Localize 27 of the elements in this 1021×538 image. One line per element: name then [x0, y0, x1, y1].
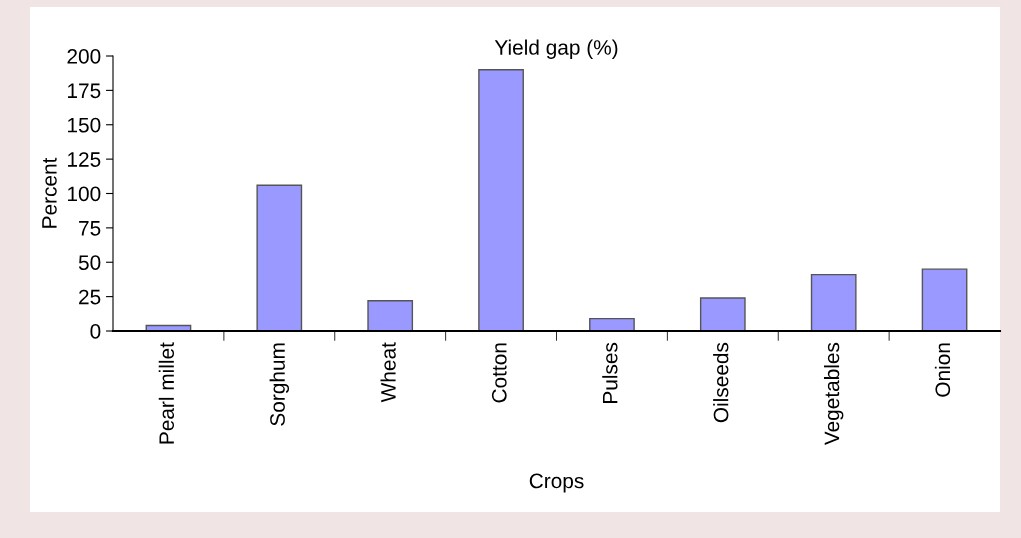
y-tick-label: 200 — [67, 49, 101, 64]
bar — [589, 317, 635, 331]
bar — [810, 273, 857, 331]
y-tick-label: 150 — [68, 117, 101, 133]
x-tick-label: Wheat — [380, 342, 396, 403]
x-tick-label: Sorghum — [269, 343, 290, 426]
x-tick-label: Vegetables — [823, 342, 844, 446]
bar — [921, 268, 968, 331]
y-axis-title: Percent — [42, 157, 57, 228]
y-tick-label: 0 — [90, 324, 101, 339]
bar — [478, 69, 524, 331]
bar — [367, 300, 414, 331]
x-tick-label: Pulses — [602, 342, 618, 403]
x-tick-label: Onion — [934, 343, 951, 397]
x-axis-title: Crops — [529, 473, 584, 493]
chart-title: Yield gap (%) — [494, 39, 618, 59]
y-tick-label: 100 — [68, 186, 101, 202]
bar — [256, 184, 303, 331]
y-tick-label: 50 — [78, 255, 101, 270]
x-tick-label: Pearl millet — [158, 342, 175, 444]
y-tick-label: 175 — [68, 83, 101, 99]
bar — [699, 297, 746, 331]
x-tick-label: Oilseeds — [713, 342, 729, 423]
y-tick-label: 25 — [79, 289, 101, 305]
x-tick-label: Cotton — [491, 343, 507, 403]
y-tick-label: 125 — [68, 152, 101, 167]
y-tick-label: 75 — [79, 221, 101, 236]
